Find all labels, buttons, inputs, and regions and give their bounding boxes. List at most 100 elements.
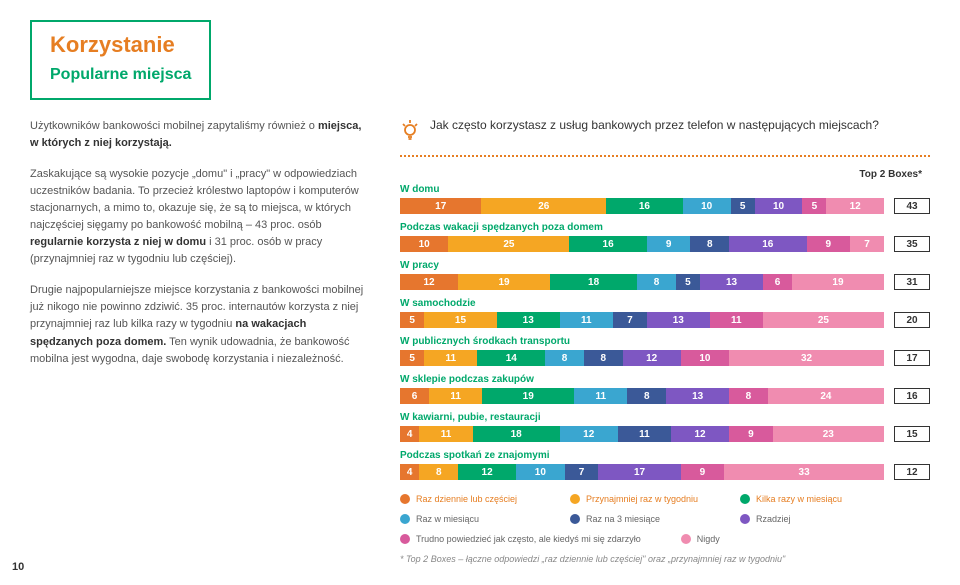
bar-segment: 11 bbox=[419, 426, 472, 442]
chart-label: W domu bbox=[400, 184, 930, 195]
question-text: Jak często korzystasz z usług bankowych … bbox=[430, 118, 879, 132]
bar-segment: 23 bbox=[773, 426, 884, 442]
bar-segment: 5 bbox=[731, 198, 755, 214]
stacked-bar: 5111488121032 bbox=[400, 350, 884, 366]
bar-segment: 8 bbox=[729, 388, 768, 404]
legend-row: Raz dziennie lub częściej Przynajmniej ra… bbox=[400, 494, 930, 504]
legend-label: Raz na 3 miesiące bbox=[586, 514, 660, 524]
bar-segment: 8 bbox=[637, 274, 676, 290]
bar-segment: 6 bbox=[763, 274, 792, 290]
header-box: Korzystanie Popularne miejsca bbox=[30, 20, 211, 100]
para-3: Drugie najpopularniejsze miejsce korzyst… bbox=[30, 282, 370, 367]
para-2: Zaskakujące są wysokie pozycje „domu" i … bbox=[30, 166, 370, 268]
legend-label: Kilka razy w miesiącu bbox=[756, 494, 842, 504]
bar-segment: 13 bbox=[497, 312, 560, 328]
left-column: Użytkowników bankowości mobilnej zapytal… bbox=[30, 118, 370, 564]
content-row: Użytkowników bankowości mobilnej zapytal… bbox=[30, 118, 930, 564]
legend-label: Przynajmniej raz w tygodniu bbox=[586, 494, 698, 504]
top2-header: Top 2 Boxes* bbox=[400, 169, 930, 180]
bar-segment: 12 bbox=[826, 198, 884, 214]
bar-segment: 10 bbox=[755, 198, 803, 214]
chart-label: W sklepie podczas zakupów bbox=[400, 374, 930, 385]
top2-value: 17 bbox=[894, 350, 930, 366]
bar-segment: 19 bbox=[482, 388, 574, 404]
stacked-bar: 51513117131125 bbox=[400, 312, 884, 328]
legend-dot bbox=[681, 534, 691, 544]
bar-segment: 32 bbox=[729, 350, 884, 366]
chart-row: 611191181382416 bbox=[400, 388, 930, 404]
chart-label: W pracy bbox=[400, 260, 930, 271]
bar-segment: 12 bbox=[560, 426, 618, 442]
chart-row: 5111488121032 17 bbox=[400, 350, 930, 366]
bar-segment: 4 bbox=[400, 464, 419, 480]
bar-segment: 6 bbox=[400, 388, 429, 404]
top2-value: 16 bbox=[894, 388, 930, 404]
legend-item: Raz na 3 miesiące bbox=[570, 514, 700, 524]
chart-label: Podczas spotkań ze znajomymi bbox=[400, 450, 930, 461]
bar-segment: 9 bbox=[647, 236, 691, 252]
bar-segment: 11 bbox=[560, 312, 613, 328]
top2-value: 15 bbox=[894, 426, 930, 442]
bar-segment: 10 bbox=[400, 236, 448, 252]
page-subtitle: Popularne miejsca bbox=[50, 66, 191, 84]
bar-segment: 17 bbox=[400, 198, 481, 214]
bar-segment: 12 bbox=[623, 350, 681, 366]
legend-dot bbox=[570, 514, 580, 524]
chart-label: Podczas wakacji spędzanych poza domem bbox=[400, 222, 930, 233]
legend-label: Raz w miesiącu bbox=[416, 514, 479, 524]
footnote: * Top 2 Boxes – łączne odpowiedzi „raz d… bbox=[400, 554, 930, 564]
bar-segment: 10 bbox=[683, 198, 731, 214]
chart-group: W publicznych środkach transportu5111488… bbox=[400, 336, 930, 366]
bar-segment: 8 bbox=[584, 350, 623, 366]
top2-value: 35 bbox=[894, 236, 930, 252]
bar-segment: 12 bbox=[458, 464, 516, 480]
legend-label: Nigdy bbox=[697, 534, 720, 544]
legend-dot bbox=[740, 514, 750, 524]
chart-label: W samochodzie bbox=[400, 298, 930, 309]
chart-group: Podczas wakacji spędzanych poza domem 102… bbox=[400, 222, 930, 252]
bar-segment: 7 bbox=[850, 236, 884, 252]
legend-dot bbox=[400, 494, 410, 504]
bar-segment: 11 bbox=[574, 388, 627, 404]
bar-segment: 18 bbox=[550, 274, 637, 290]
legend-label: Raz dziennie lub częściej bbox=[416, 494, 517, 504]
bar-segment: 14 bbox=[477, 350, 545, 366]
bar-segment: 13 bbox=[647, 312, 710, 328]
bar-segment: 12 bbox=[671, 426, 729, 442]
dotted-divider bbox=[400, 155, 930, 157]
top2-value: 31 bbox=[894, 274, 930, 290]
question-row: Jak często korzystasz z usług bankowych … bbox=[400, 118, 930, 147]
legend-row: Trudno powiedzieć jak często, ale kiedyś… bbox=[400, 534, 930, 544]
legend-item: Raz w miesiącu bbox=[400, 514, 530, 524]
para-1: Użytkowników bankowości mobilnej zapytal… bbox=[30, 118, 370, 152]
chart-row: 102516981697 35 bbox=[400, 236, 930, 252]
stacked-bar: 17261610510512 bbox=[400, 198, 884, 214]
legend-item: Trudno powiedzieć jak często, ale kiedyś… bbox=[400, 534, 641, 544]
bar-segment: 9 bbox=[729, 426, 773, 442]
bar-segment: 11 bbox=[424, 350, 477, 366]
bar-segment: 26 bbox=[481, 198, 606, 214]
legend-item: Raz dziennie lub częściej bbox=[400, 494, 530, 504]
bar-segment: 12 bbox=[400, 274, 458, 290]
bar-segment: 9 bbox=[807, 236, 851, 252]
legend-label: Rzadziej bbox=[756, 514, 791, 524]
chart-row: 48121071793312 bbox=[400, 464, 930, 480]
page-title: Korzystanie bbox=[50, 32, 191, 58]
bar-segment: 24 bbox=[768, 388, 884, 404]
bar-segment: 8 bbox=[545, 350, 584, 366]
bar-segment: 15 bbox=[424, 312, 497, 328]
bar-segment: 5 bbox=[676, 274, 700, 290]
bar-segment: 13 bbox=[666, 388, 729, 404]
legend-item: Przynajmniej raz w tygodniu bbox=[570, 494, 700, 504]
bar-segment: 8 bbox=[627, 388, 666, 404]
bar-segment: 13 bbox=[700, 274, 763, 290]
bar-segment: 33 bbox=[724, 464, 884, 480]
legend-dot bbox=[400, 534, 410, 544]
legend-item: Nigdy bbox=[681, 534, 811, 544]
bar-segment: 10 bbox=[681, 350, 729, 366]
lightbulb-icon bbox=[400, 118, 420, 147]
stacked-bar: 102516981697 bbox=[400, 236, 884, 252]
chart-group: W pracy121918851361931 bbox=[400, 260, 930, 290]
chart-label: W kawiarni, pubie, restauracji bbox=[400, 412, 930, 423]
bar-segment: 8 bbox=[419, 464, 458, 480]
